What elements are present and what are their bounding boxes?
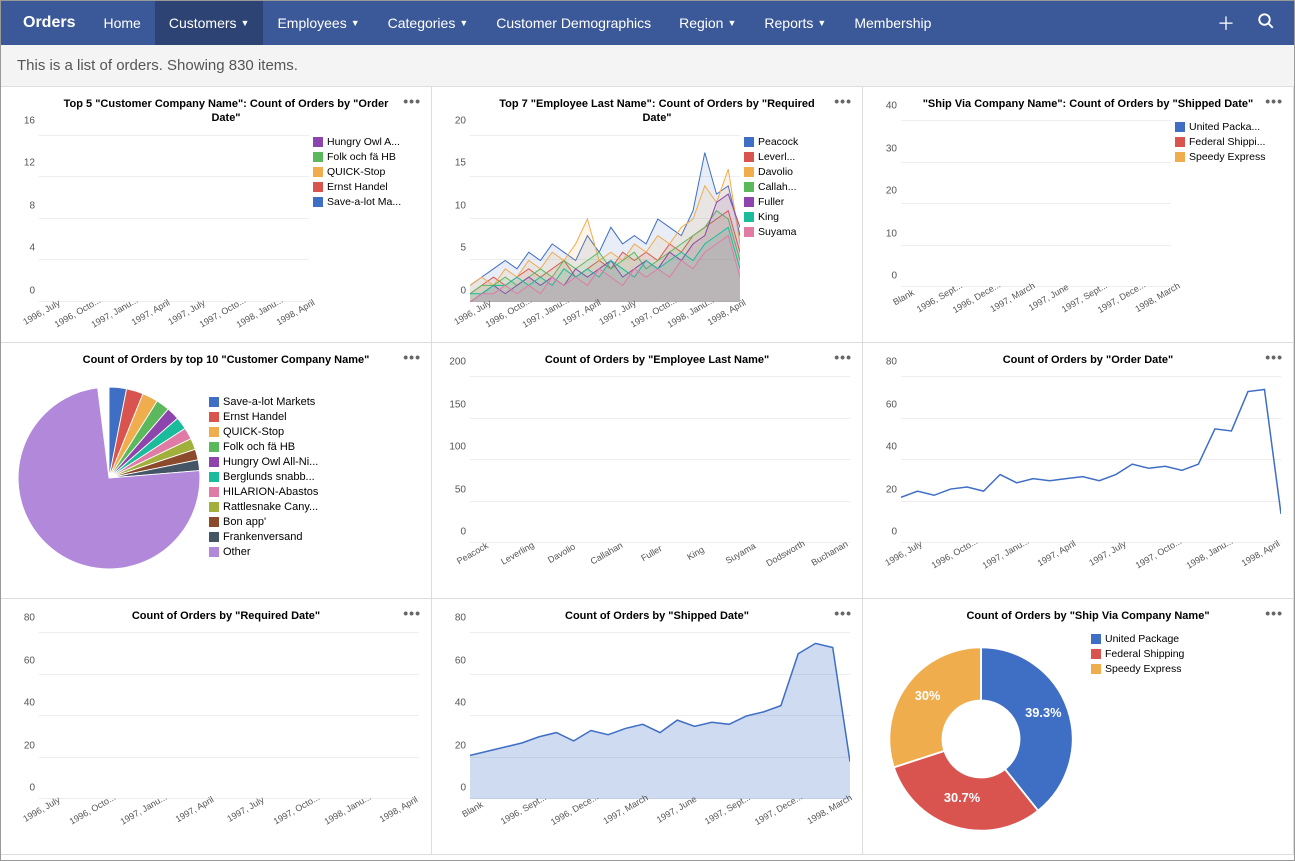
svg-text:30%: 30% [915, 689, 941, 704]
svg-text:39.3%: 39.3% [1025, 706, 1062, 721]
dashboard-grid: •••Top 5 "Customer Company Name": Count … [1, 87, 1294, 855]
subheader-text: This is a list of orders. Showing 830 it… [1, 45, 1294, 87]
navbar: Orders HomeCustomers▼Employees▼Categorie… [1, 1, 1294, 45]
nav-item-membership[interactable]: Membership [840, 1, 945, 45]
nav-item-home[interactable]: Home [89, 1, 154, 45]
nav-item-customer-demographics[interactable]: Customer Demographics [482, 1, 665, 45]
chart-menu-icon[interactable]: ••• [834, 349, 852, 365]
chart-title: Count of Orders by top 10 "Customer Comp… [9, 351, 423, 373]
chart-title: Count of Orders by "Order Date" [871, 351, 1285, 373]
chart-menu-icon[interactable]: ••• [1265, 605, 1283, 621]
chart-legend: United Packa...Federal Shippi...Speedy E… [1175, 117, 1285, 317]
nav-item-categories[interactable]: Categories▼ [374, 1, 483, 45]
chart-legend: Hungry Owl A...Folk och fä HBQUICK-StopE… [313, 132, 423, 332]
chart-menu-icon[interactable]: ••• [1265, 349, 1283, 365]
add-icon[interactable]: ＋ [1206, 10, 1246, 36]
chart-title: Count of Orders by "Shipped Date" [440, 607, 854, 629]
chart-menu-icon[interactable]: ••• [403, 93, 421, 109]
chart-title: Top 5 "Customer Company Name": Count of … [9, 95, 423, 132]
chart-menu-icon[interactable]: ••• [403, 605, 421, 621]
nav-item-region[interactable]: Region▼ [665, 1, 750, 45]
chart-title: Count of Orders by "Required Date" [9, 607, 423, 629]
chart-menu-icon[interactable]: ••• [403, 349, 421, 365]
chart-title: "Ship Via Company Name": Count of Orders… [871, 95, 1285, 117]
chart-title: Count of Orders by "Ship Via Company Nam… [871, 607, 1285, 629]
nav-item-employees[interactable]: Employees▼ [263, 1, 373, 45]
nav-brand[interactable]: Orders [9, 1, 89, 45]
chart-menu-icon[interactable]: ••• [1265, 93, 1283, 109]
nav-item-reports[interactable]: Reports▼ [750, 1, 840, 45]
svg-text:74.3%: 74.3% [77, 378, 209, 578]
nav-item-customers[interactable]: Customers▼ [155, 1, 264, 45]
line-series[interactable] [901, 390, 1281, 515]
chart-legend: PeacockLeverl...DavolioCallah...FullerKi… [744, 132, 854, 332]
chart-title: Count of Orders by "Employee Last Name" [440, 351, 854, 373]
svg-text:30.7%: 30.7% [944, 790, 981, 805]
chart-menu-icon[interactable]: ••• [834, 93, 852, 109]
chart-menu-icon[interactable]: ••• [834, 605, 852, 621]
donut-slice[interactable] [889, 648, 981, 768]
search-icon[interactable] [1246, 12, 1286, 35]
chart-title: Top 7 "Employee Last Name": Count of Ord… [440, 95, 854, 132]
